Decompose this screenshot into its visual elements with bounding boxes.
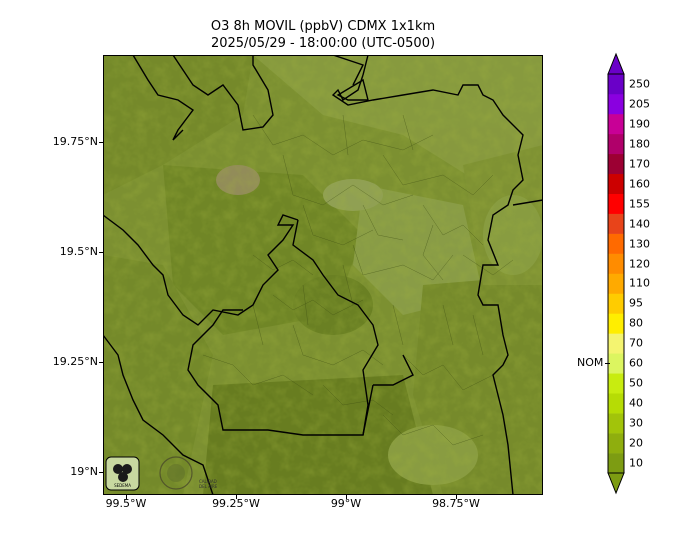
colorbar-segment (608, 433, 624, 454)
colorbar-tick-label: 160 (629, 177, 650, 191)
colorbar-segment (608, 113, 624, 135)
y-tick (99, 142, 103, 143)
colorbar-segment (608, 273, 624, 294)
colorbar-tick-label: 70 (629, 336, 643, 350)
x-tick-label: 98.75°W (432, 497, 480, 510)
y-tick-label: 19.25°N (52, 355, 98, 368)
map-panel: SEDEMA CALIDAD DEL AIRE (103, 55, 543, 495)
colorbar-segment (608, 373, 624, 394)
colorbar-tick-label: 80 (629, 316, 643, 330)
colorbar (607, 52, 625, 495)
colorbar-segment (608, 453, 624, 474)
x-tick-label: 99.5°W (105, 497, 147, 510)
colorbar-segment (608, 353, 624, 374)
colorbar-tick-label: 95 (629, 296, 643, 310)
y-tick-label: 19.75°N (52, 135, 98, 148)
colorbar-segment (608, 253, 624, 274)
colorbar-segment (608, 213, 624, 234)
colorbar-tick-label: 170 (629, 157, 650, 171)
colorbar-segment (608, 393, 624, 414)
colorbar-segment (608, 413, 624, 434)
svg-text:DEL AIRE: DEL AIRE (199, 484, 218, 489)
colorbar-tick-label: 180 (629, 137, 650, 151)
colorbar-tick-label: 60 (629, 356, 643, 370)
x-tick (346, 495, 347, 499)
y-tick-label: 19.5°N (59, 245, 98, 258)
svg-text:CALIDAD: CALIDAD (199, 479, 217, 484)
colorbar-segment (608, 133, 624, 155)
y-tick-label: 19°N (70, 465, 98, 478)
x-tick (456, 495, 457, 499)
x-tick-label: 99.25°W (212, 497, 260, 510)
nom-label: NOM (577, 356, 604, 370)
colorbar-tick-label: 190 (629, 117, 650, 131)
colorbar-extend-top (607, 52, 625, 75)
state-boundaries (103, 55, 543, 495)
title-line-2: 2025/05/29 - 18:00:00 (UTC-0500) (210, 36, 436, 51)
colorbar-tick-label: 40 (629, 396, 643, 410)
colorbar-tick-label: 30 (629, 416, 643, 430)
colorbar-segment (608, 293, 624, 314)
colorbar-tick-label: 20 (629, 436, 643, 450)
colorbar-extend-bottom (607, 472, 625, 495)
colorbar-tick-label: 155 (629, 197, 650, 211)
colorbar-tick-label: 50 (629, 376, 643, 390)
colorbar-tick-label: 120 (629, 257, 650, 271)
colorbar-segment (608, 333, 624, 354)
colorbar-segment (608, 153, 624, 175)
colorbar-border (607, 73, 625, 474)
calidad-aire-logo: CALIDAD DEL AIRE (159, 456, 218, 490)
x-tick (236, 495, 237, 499)
colorbar-segment (608, 233, 624, 254)
x-tick (126, 495, 127, 499)
svg-text:SEDEMA: SEDEMA (114, 483, 131, 488)
colorbar-tick-label: 10 (629, 456, 643, 470)
colorbar-segment (608, 93, 624, 115)
y-tick (99, 362, 103, 363)
title-line-1: O3 8h MOVIL (ppbV) CDMX 1x1km (210, 19, 436, 34)
y-tick (99, 472, 103, 473)
y-tick (99, 252, 103, 253)
nom-tick (605, 363, 610, 365)
colorbar-segment (608, 193, 624, 214)
municipal-boundaries (202, 114, 514, 446)
sedema-logo: SEDEMA (105, 456, 140, 491)
colorbar-segment (608, 74, 624, 95)
colorbar-tick-label: 250 (629, 77, 650, 91)
map-border (103, 55, 543, 495)
colorbar-segment (608, 173, 624, 194)
colorbar-tick-label: 130 (629, 237, 650, 251)
colorbar-tick-label: 140 (629, 217, 650, 231)
colorbar-tick-label: 110 (629, 276, 650, 290)
colorbar-tick-label: 205 (629, 97, 650, 111)
colorbar-segment (608, 313, 624, 334)
x-tick-label: 99°W (330, 497, 362, 510)
